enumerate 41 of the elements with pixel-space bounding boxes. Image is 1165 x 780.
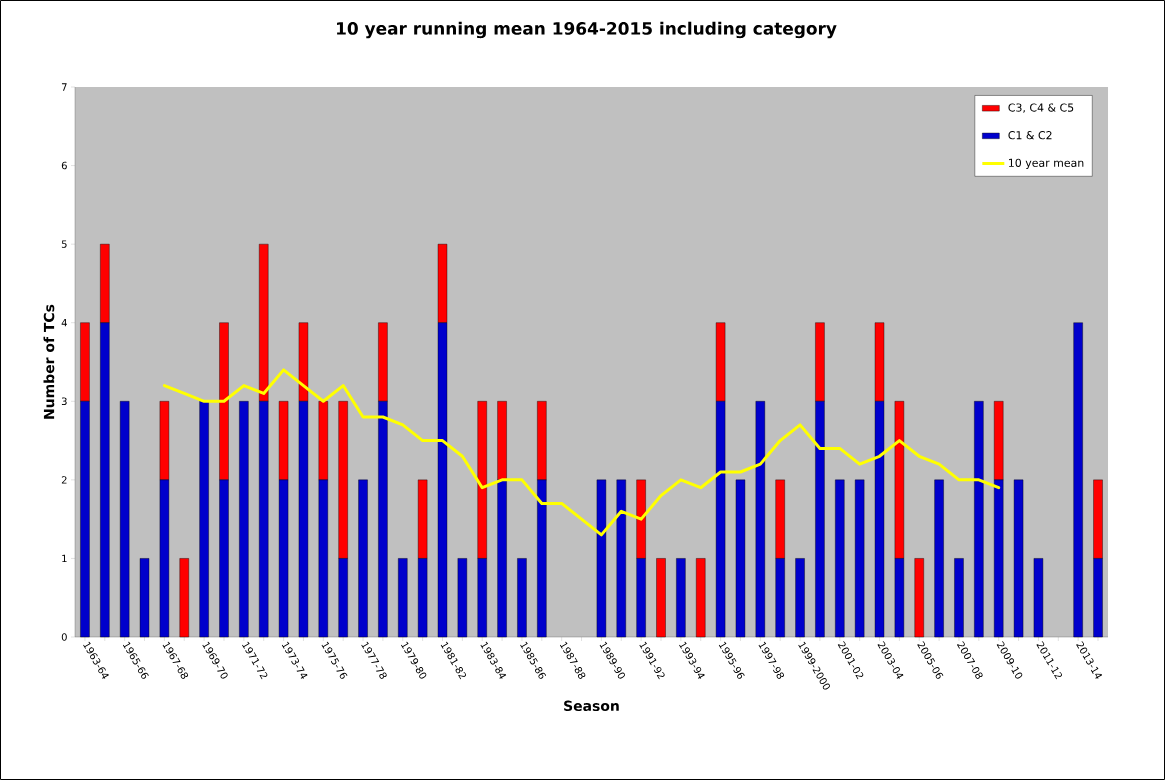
line-series bbox=[162, 368, 1001, 537]
bar bbox=[1033, 558, 1044, 638]
bar bbox=[239, 401, 249, 638]
bar bbox=[596, 479, 607, 638]
bar bbox=[457, 558, 468, 638]
legend-label: 10 year mean bbox=[1009, 158, 1084, 170]
bar bbox=[974, 401, 984, 638]
bar bbox=[1013, 479, 1024, 638]
y-tick-label: 7 bbox=[61, 83, 67, 91]
bar bbox=[795, 558, 805, 638]
y-tick-label: 2 bbox=[61, 476, 67, 484]
bar bbox=[179, 558, 189, 638]
bar bbox=[358, 479, 368, 638]
legend-label: C1 & C2 bbox=[1008, 131, 1052, 140]
bar bbox=[139, 558, 150, 638]
chart-title: 10 year running mean 1964-2015 including category bbox=[337, 21, 837, 39]
y-tick-label: 0 bbox=[61, 633, 67, 641]
bar bbox=[199, 401, 209, 638]
bar bbox=[517, 558, 527, 638]
bar bbox=[735, 479, 746, 638]
bar bbox=[854, 479, 865, 638]
y-tick-label: 4 bbox=[61, 319, 67, 327]
bar bbox=[656, 558, 666, 638]
bar bbox=[1073, 322, 1083, 638]
bar bbox=[914, 558, 924, 638]
x-axis-title: Season bbox=[564, 700, 619, 712]
bar bbox=[934, 479, 944, 638]
bar bbox=[954, 558, 964, 638]
y-tick-label: 3 bbox=[61, 397, 67, 406]
bar bbox=[119, 401, 130, 638]
y-tick-label: 6 bbox=[61, 161, 67, 170]
bar bbox=[755, 401, 766, 638]
bar bbox=[616, 479, 626, 638]
y-axis-title: Number of TCs bbox=[43, 304, 55, 419]
bar bbox=[835, 479, 845, 638]
y-tick-label: 5 bbox=[61, 240, 67, 248]
y-tick-label: 1 bbox=[62, 554, 67, 563]
bar bbox=[676, 558, 686, 638]
bar bbox=[696, 558, 706, 638]
bar bbox=[398, 558, 408, 638]
legend-label: C3, C4 & C5 bbox=[1008, 103, 1074, 113]
